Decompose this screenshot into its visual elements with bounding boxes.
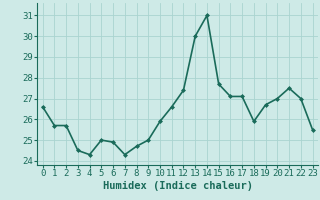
X-axis label: Humidex (Indice chaleur): Humidex (Indice chaleur): [103, 181, 252, 191]
